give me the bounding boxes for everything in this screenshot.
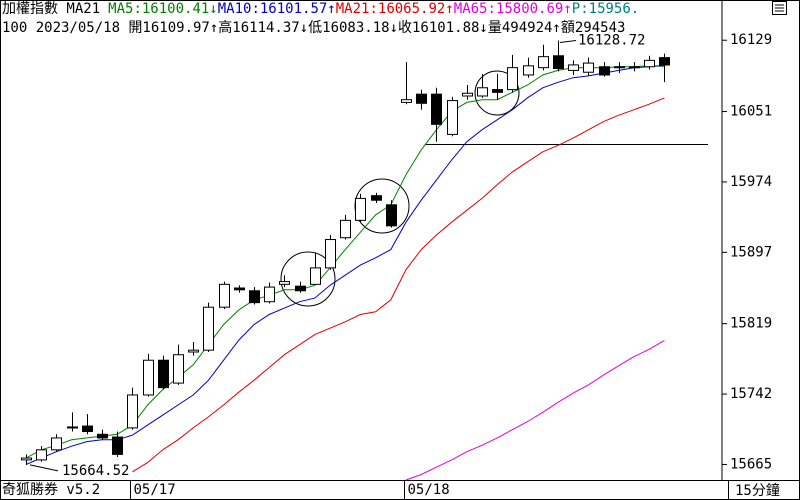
- candle-body: [659, 57, 670, 66]
- candle-body: [82, 425, 93, 433]
- candle-body: [112, 436, 123, 455]
- candle-body: [644, 59, 655, 68]
- legend-entry: MA21:16065.92↑: [336, 1, 454, 17]
- candle-body: [51, 437, 62, 451]
- candle-body: [325, 239, 336, 269]
- candle-body: [219, 283, 230, 308]
- ma-line: [132, 97, 665, 473]
- candle-body: [67, 426, 78, 429]
- annotation-leader: [559, 39, 577, 43]
- candle-body: [386, 204, 397, 227]
- candle-body: [523, 65, 534, 76]
- y-tick-label: 15742: [730, 386, 772, 402]
- legend-entry: MA10:16101.57↑: [218, 1, 336, 17]
- circle: [280, 251, 336, 307]
- y-tick-label: 15974: [730, 174, 772, 190]
- ma-line: [405, 339, 665, 481]
- candle-body: [158, 359, 169, 389]
- y-tick-label: 15819: [730, 316, 772, 332]
- x-tick-label: 05/17: [134, 482, 176, 498]
- candle-body: [127, 394, 138, 429]
- candle-body: [97, 433, 108, 439]
- chart-subtitle: 100 2023/05/18 開16109.97↑高16114.37↓低1608…: [2, 19, 625, 36]
- candle-body: [583, 62, 594, 73]
- candle-body: [401, 99, 412, 103]
- candle-body: [340, 219, 351, 239]
- y-tick-label: 15897: [730, 244, 772, 260]
- header-line: 加權指數 MA21 MA5:16100.41↓MA10:16101.57↑MA21…: [2, 1, 639, 17]
- candle-body: [371, 195, 382, 201]
- candle-body: [447, 100, 458, 135]
- candle-body: [188, 349, 199, 353]
- circle: [474, 70, 520, 116]
- candle-body: [462, 92, 473, 97]
- high-annotation: 16128.72: [578, 32, 645, 48]
- candle-body: [264, 286, 275, 303]
- candle-body: [538, 56, 549, 69]
- candle-body: [629, 66, 640, 69]
- annotation-leader: [29, 464, 59, 472]
- candle-body: [492, 89, 503, 93]
- candle-body: [553, 55, 564, 70]
- candle-body: [416, 93, 427, 104]
- candle-body: [143, 359, 154, 396]
- candle-body: [568, 64, 579, 71]
- legend-entry: MA65:15800.69↑: [454, 1, 572, 17]
- ma-line: [25, 64, 665, 465]
- plot: 16129 16051 15974 15897 15819 15742 15665 05/17…: [21, 32, 772, 500]
- candle-body: [355, 197, 366, 221]
- candle-body: [431, 93, 442, 125]
- y-tick-label: 15665: [730, 456, 772, 472]
- y-tick-label: 16051: [730, 104, 772, 120]
- y-tick-label: 16129: [730, 32, 772, 48]
- candle-body: [249, 290, 260, 304]
- candle-body: [234, 287, 245, 291]
- candle-body: [203, 306, 214, 351]
- candle-body: [599, 66, 610, 76]
- x-tick-label: 05/18: [408, 482, 450, 498]
- candle-body: [295, 285, 306, 292]
- candle-body: [36, 449, 47, 461]
- candle-body: [21, 457, 32, 461]
- legend-entry: MA5:16100.41↓: [108, 1, 218, 17]
- candle-body: [279, 281, 290, 285]
- chart-title: 加權指數 MA21: [2, 1, 100, 17]
- low-annotation: 15664.52: [62, 463, 129, 479]
- indicator: P:15956.: [572, 1, 639, 17]
- candle-body: [614, 66, 625, 69]
- footer-brand: 奇狐勝券 v5.2: [2, 481, 100, 498]
- candle-body: [310, 267, 321, 285]
- footer-period: 15分鐘: [735, 482, 780, 499]
- window-button[interactable]: [772, 1, 787, 15]
- candle-body: [173, 354, 184, 384]
- candle-body: [507, 67, 518, 91]
- candle-body: [477, 87, 488, 97]
